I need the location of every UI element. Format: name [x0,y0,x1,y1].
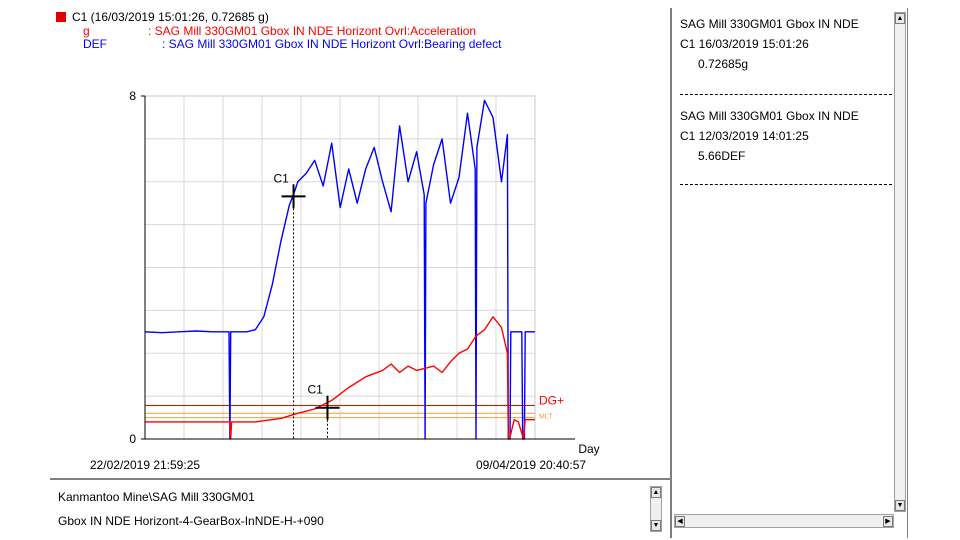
scroll-down-button[interactable]: ▼ [651,520,661,531]
y-tick-label: 0 [129,432,136,446]
y-tick-label: 8 [129,89,136,103]
plot-grid [144,95,536,440]
cursor-label: C1 (16/03/2019 15:01:26, 0.72685 g) [72,10,269,24]
info-2-point: SAG Mill 330GM01 Gbox IN NDE [680,109,859,123]
info-block-1: SAG Mill 330GM01 Gbox IN NDE C1 16/03/20… [680,16,859,72]
legend-key-def: DEF [83,37,107,51]
plot-axes: 0 8 Day 22/02/2019 21:59:25 09/04/2019 20:40… [90,89,600,472]
chart-panel: C1 (16/03/2019 15:01:26, 0.72685 g) g : … [50,8,670,478]
footer-path: Kanmantoo Mine\SAG Mill 330GM01 [58,490,255,504]
scroll-up-button[interactable]: ▲ [651,487,661,498]
info-1-value: 0.72685g [698,57,749,71]
threshold-label: MLT [539,413,553,420]
x-axis-label: Day [578,442,599,456]
series-line-def [144,99,535,440]
info-1-cursor: C1 16/03/2019 15:01:26 [680,37,809,51]
plot-cursors: C1 C1 [274,171,340,439]
info-divider-1 [680,94,892,95]
cursor-marker-swatch [56,12,66,22]
legend-desc-def: : SAG Mill 330GM01 Gbox IN NDE Horizont … [162,37,502,51]
cursor-label-g: C1 [307,383,323,397]
cursor-label-def: C1 [274,171,290,185]
scroll-right-button[interactable]: ▶ [883,516,893,527]
info-scrollbar[interactable]: ▲ ▼ [894,12,906,512]
info-1-point: SAG Mill 330GM01 Gbox IN NDE [680,17,859,31]
footer-scrollbar[interactable]: ▲ ▼ [650,486,662,532]
info-divider-2 [680,184,892,185]
scroll-left-button[interactable]: ◀ [675,516,685,527]
x-range-start-label: 22/02/2019 21:59:25 [90,458,200,472]
legend-desc-g: : SAG Mill 330GM01 Gbox IN NDE Horizont … [148,24,476,38]
legend-key-g: g [83,24,90,38]
info-hscrollbar[interactable]: ◀ ▶ [674,514,894,528]
info-block-2: SAG Mill 330GM01 Gbox IN NDE C1 12/03/20… [680,108,859,164]
cursor-info-panel: SAG Mill 330GM01 Gbox IN NDE C1 16/03/20… [670,8,908,538]
x-range-end-label: 09/04/2019 20:40:57 [476,458,586,472]
info-2-cursor: C1 12/03/2019 14:01:25 [680,129,809,143]
footer-point-name: Gbox IN NDE Horizont-4-GearBox-InNDE-H-+… [58,514,324,528]
footer-panel: Kanmantoo Mine\SAG Mill 330GM01 Gbox IN … [50,478,670,538]
trend-chart[interactable]: C1 (16/03/2019 15:01:26, 0.72685 g) g : … [50,8,670,478]
info-scroll-down-button[interactable]: ▼ [895,500,905,511]
info-scroll-up-button[interactable]: ▲ [895,13,905,24]
threshold-lines: DG+ MLT [145,394,564,420]
info-2-value: 5.66DEF [698,149,746,163]
threshold-label: DG+ [539,394,564,408]
